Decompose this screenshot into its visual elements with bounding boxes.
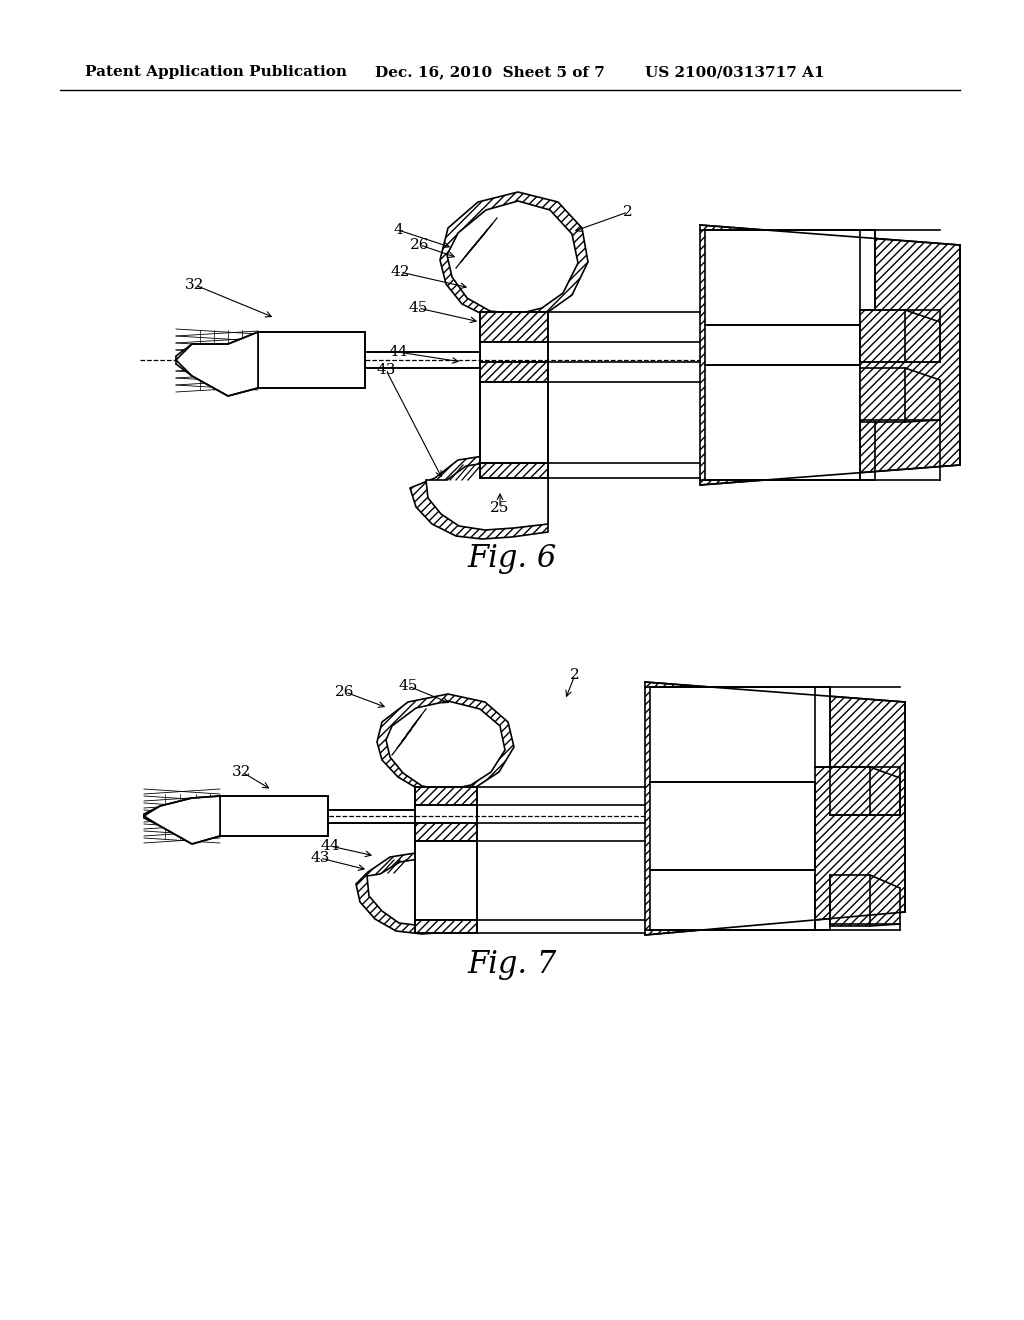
Polygon shape (705, 366, 860, 480)
Polygon shape (645, 682, 905, 935)
Polygon shape (386, 701, 505, 789)
Polygon shape (700, 224, 961, 484)
Text: 2: 2 (624, 205, 633, 219)
Text: Fig. 7: Fig. 7 (467, 949, 557, 981)
Polygon shape (650, 686, 830, 781)
Polygon shape (415, 841, 477, 920)
Text: 32: 32 (232, 766, 252, 779)
Polygon shape (480, 342, 548, 362)
Polygon shape (415, 787, 477, 805)
Text: 45: 45 (398, 678, 418, 693)
Text: 26: 26 (335, 685, 354, 700)
Polygon shape (480, 463, 548, 478)
Text: US 2100/0313717 A1: US 2100/0313717 A1 (645, 65, 824, 79)
Polygon shape (220, 810, 415, 822)
Polygon shape (415, 822, 477, 841)
Polygon shape (447, 201, 578, 314)
Text: 45: 45 (409, 301, 428, 315)
Polygon shape (650, 870, 815, 931)
Polygon shape (860, 368, 940, 422)
Polygon shape (705, 325, 860, 366)
Polygon shape (705, 230, 874, 325)
Text: 25: 25 (490, 502, 510, 515)
Polygon shape (860, 310, 940, 362)
Polygon shape (410, 455, 548, 539)
Text: 43: 43 (310, 851, 330, 865)
Polygon shape (356, 851, 477, 935)
Text: Dec. 16, 2010  Sheet 5 of 7: Dec. 16, 2010 Sheet 5 of 7 (375, 65, 605, 79)
Text: Fig. 6: Fig. 6 (467, 543, 557, 573)
Polygon shape (480, 312, 548, 342)
Polygon shape (415, 805, 477, 822)
Polygon shape (258, 333, 365, 388)
Text: Patent Application Publication: Patent Application Publication (85, 65, 347, 79)
Text: 2: 2 (570, 668, 580, 682)
Text: 43: 43 (376, 363, 395, 378)
Polygon shape (830, 767, 900, 814)
Text: 42: 42 (390, 265, 410, 279)
Text: 44: 44 (388, 345, 408, 359)
Polygon shape (176, 333, 258, 396)
Polygon shape (220, 796, 328, 836)
Polygon shape (650, 781, 815, 870)
Polygon shape (258, 352, 480, 368)
Polygon shape (440, 191, 588, 319)
Polygon shape (367, 858, 477, 927)
Polygon shape (415, 920, 477, 933)
Polygon shape (144, 796, 220, 843)
Polygon shape (426, 462, 548, 531)
Text: 4: 4 (393, 223, 402, 238)
Text: 26: 26 (411, 238, 430, 252)
Polygon shape (830, 875, 900, 927)
Text: 32: 32 (185, 279, 205, 292)
Polygon shape (377, 694, 514, 793)
Text: 44: 44 (321, 840, 340, 853)
Polygon shape (480, 381, 548, 463)
Polygon shape (480, 362, 548, 381)
